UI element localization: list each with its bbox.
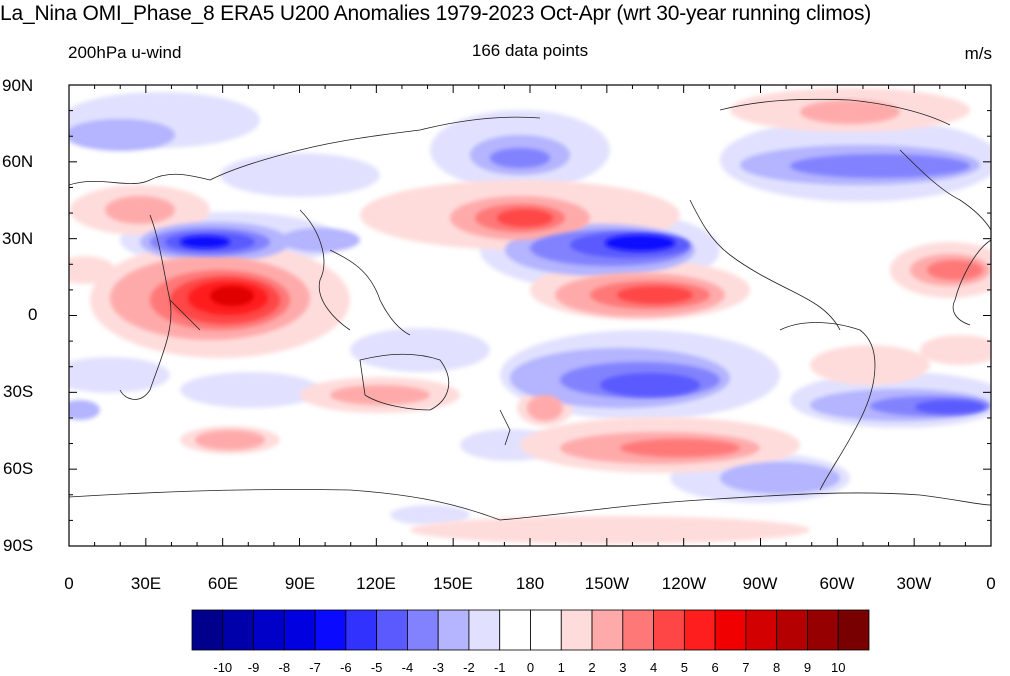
colorbar-swatch bbox=[499, 609, 531, 651]
colorbar-label: -7 bbox=[309, 660, 321, 675]
lon-label-150e: 150E bbox=[433, 574, 473, 593]
colorbar-label: 6 bbox=[711, 660, 719, 675]
colorbar-swatch bbox=[591, 609, 624, 651]
colorbar-label: -6 bbox=[340, 660, 352, 675]
colorbar-swatch bbox=[560, 609, 593, 651]
colorbar-swatch bbox=[837, 609, 870, 651]
colorbar-label: 7 bbox=[742, 660, 750, 675]
colorbar-label: 5 bbox=[680, 660, 688, 675]
colorbar-label: -8 bbox=[278, 660, 291, 675]
colorbar-swatch bbox=[345, 609, 378, 651]
colorbar-swatch bbox=[437, 609, 470, 651]
colorbar-label: 9 bbox=[803, 660, 812, 675]
coastlines bbox=[69, 98, 991, 521]
lon-label-180: 180 bbox=[515, 574, 545, 593]
data-points-label: 166 data points bbox=[471, 41, 589, 60]
colorbar-label: 3 bbox=[619, 660, 627, 675]
colorbar-swatch bbox=[283, 609, 316, 651]
map-title: La_Nina OMI_Phase_8 ERA5 U200 Anomalies … bbox=[0, 2, 872, 25]
colorbar-label: 2 bbox=[588, 660, 596, 675]
colorbar-label: -5 bbox=[370, 660, 383, 675]
colorbar-label: 1 bbox=[557, 660, 565, 675]
colorbar-swatch bbox=[253, 609, 285, 651]
lon-label-120w: 120W bbox=[661, 574, 707, 593]
variable-label: 200hPa u-wind bbox=[68, 43, 182, 62]
colorbar-swatch bbox=[807, 609, 839, 651]
lon-label-30e: 30E bbox=[130, 574, 162, 593]
lon-label-60e: 60E bbox=[207, 574, 239, 593]
colorbar-swatch bbox=[468, 609, 501, 651]
lon-label-90w: 90W bbox=[742, 574, 778, 593]
colorbar-swatch bbox=[653, 609, 685, 651]
lat-label-60s: 60S bbox=[3, 459, 34, 478]
colorbar-label: -10 bbox=[213, 660, 233, 675]
colorbar-swatch bbox=[776, 609, 808, 651]
colorbar-swatch bbox=[683, 609, 716, 651]
colorbar-label: -4 bbox=[401, 660, 414, 675]
lat-label-eq: 0 bbox=[28, 305, 38, 324]
colorbar-swatch bbox=[222, 609, 254, 651]
lon-label-90e: 90E bbox=[284, 574, 316, 593]
colorbar-label: -9 bbox=[247, 660, 260, 675]
colorbar-swatch bbox=[191, 609, 224, 651]
lat-label-30n: 30N bbox=[2, 229, 34, 248]
colorbar-swatch bbox=[376, 609, 408, 651]
colorbar-label: -2 bbox=[463, 660, 475, 675]
lon-label-120e: 120E bbox=[356, 574, 396, 593]
lon-label-0-east: 0 bbox=[986, 574, 996, 593]
lon-label-30w: 30W bbox=[896, 574, 932, 593]
lat-label-30s: 30S bbox=[3, 382, 34, 401]
colorbar-label: 4 bbox=[649, 660, 658, 675]
anomaly-field bbox=[69, 88, 991, 544]
units-label: m/s bbox=[964, 44, 992, 63]
colorbar-swatch bbox=[407, 609, 439, 651]
lat-label-90s: 90S bbox=[3, 536, 34, 555]
colorbar-label: 0 bbox=[526, 660, 535, 675]
lon-label-0: 0 bbox=[64, 574, 74, 593]
colorbar-label: 10 bbox=[830, 660, 846, 675]
colorbar-label: -3 bbox=[432, 660, 444, 675]
colorbar bbox=[191, 609, 870, 651]
colorbar-swatch bbox=[314, 609, 347, 651]
colorbar-swatch bbox=[714, 609, 747, 651]
colorbar-swatch bbox=[530, 609, 562, 651]
colorbar-label: -1 bbox=[493, 660, 506, 675]
lon-label-150w: 150W bbox=[584, 574, 630, 593]
lat-label-60n: 60N bbox=[2, 152, 34, 171]
colorbar-swatch bbox=[622, 609, 654, 651]
axis-ticks bbox=[68, 84, 992, 547]
colorbar-label: 8 bbox=[773, 660, 781, 675]
colorbar-swatch bbox=[745, 609, 778, 651]
lon-label-60w: 60W bbox=[819, 574, 855, 593]
lat-label-90n: 90N bbox=[2, 76, 34, 95]
